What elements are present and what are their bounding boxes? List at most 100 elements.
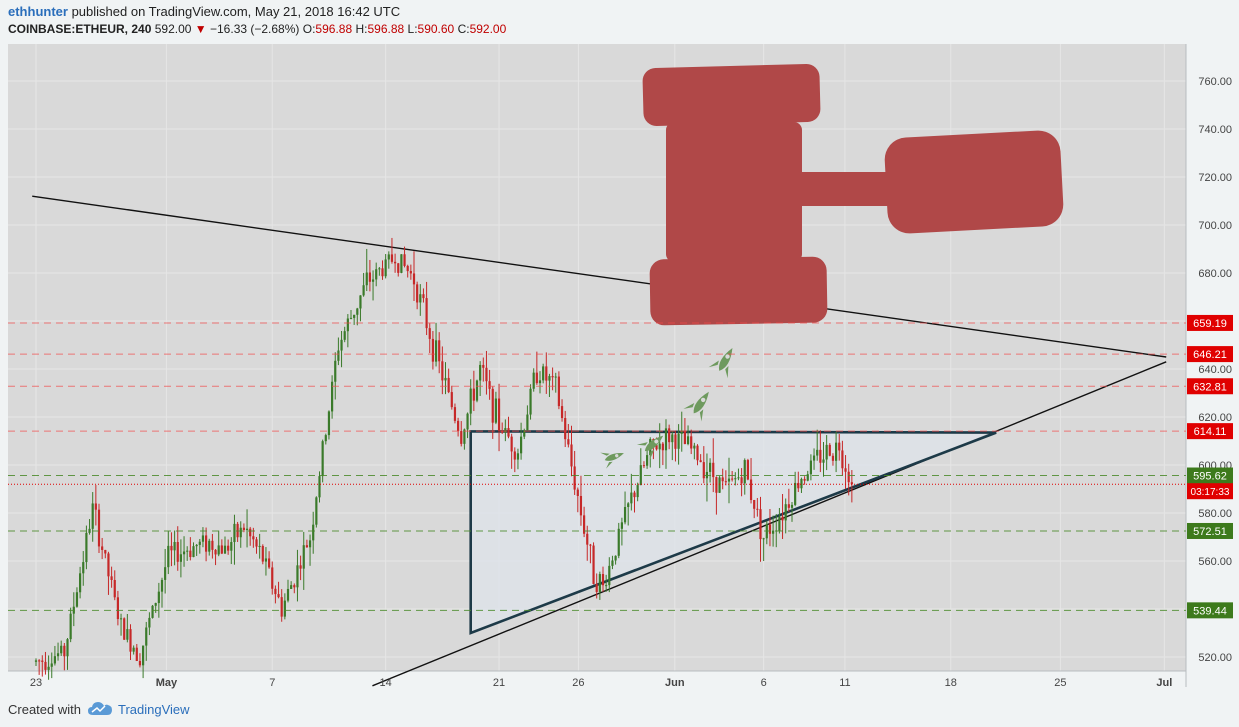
candle-body bbox=[252, 536, 255, 540]
x-tick-label: 18 bbox=[945, 677, 957, 689]
candle-body bbox=[633, 492, 636, 498]
candle-body bbox=[598, 574, 601, 592]
candle-body bbox=[680, 430, 683, 434]
y-tick-label: 620.00 bbox=[1198, 412, 1232, 424]
cloud-icon[interactable] bbox=[87, 700, 113, 718]
candle-body bbox=[737, 477, 740, 479]
candle-body bbox=[693, 445, 696, 449]
change-arrow-icon: ▼ bbox=[194, 22, 207, 36]
tradingview-brand[interactable]: TradingView bbox=[118, 702, 190, 717]
candle-body bbox=[441, 361, 444, 381]
candle-body bbox=[397, 263, 400, 273]
candle-body bbox=[280, 597, 283, 617]
candle-body bbox=[510, 436, 513, 452]
candle-body bbox=[409, 271, 412, 274]
gavel-handle-grip bbox=[884, 130, 1064, 234]
candle-body bbox=[759, 509, 762, 540]
price-axis: 760.00740.00720.00700.00680.00660.00640.… bbox=[1198, 76, 1232, 664]
x-tick-label: Jul bbox=[1156, 677, 1172, 689]
candle-body bbox=[740, 477, 743, 484]
candle-body bbox=[79, 573, 82, 593]
candle-body bbox=[551, 376, 554, 378]
candle-body bbox=[746, 460, 749, 480]
level-label-box bbox=[1187, 467, 1233, 484]
candle-body bbox=[381, 268, 384, 277]
candle-body bbox=[223, 545, 227, 554]
candle-body bbox=[778, 516, 781, 531]
level-label: 572.51 bbox=[1193, 526, 1227, 538]
candle-body bbox=[828, 444, 831, 456]
candle-body bbox=[595, 583, 598, 592]
candle-body bbox=[734, 478, 737, 480]
candle-body bbox=[271, 567, 274, 589]
candle-body bbox=[425, 298, 428, 329]
candle-body bbox=[132, 647, 135, 652]
candle-body bbox=[167, 545, 170, 568]
candle-body bbox=[743, 460, 746, 484]
candle-body bbox=[91, 503, 94, 529]
candle-body bbox=[258, 545, 261, 547]
candle-body bbox=[321, 441, 324, 477]
level-label: 614.11 bbox=[1194, 426, 1227, 438]
candle-body bbox=[831, 455, 835, 461]
candle-body bbox=[605, 585, 608, 587]
candle-body bbox=[337, 350, 340, 361]
price-axis-panel[interactable] bbox=[1186, 44, 1239, 687]
candle-body bbox=[299, 565, 302, 569]
candle-body bbox=[535, 372, 538, 384]
candle-body bbox=[331, 381, 334, 412]
candle-body bbox=[249, 528, 252, 537]
close-value: 592.00 bbox=[469, 22, 507, 36]
price-chart[interactable]: 760.00740.00720.00700.00680.00660.00640.… bbox=[0, 44, 1239, 692]
candle-body bbox=[658, 443, 661, 450]
candle-body bbox=[94, 503, 97, 510]
author-name[interactable]: ethhunter bbox=[8, 4, 68, 19]
candle-body bbox=[453, 407, 457, 421]
rocket-fin bbox=[600, 452, 610, 456]
candle-body bbox=[69, 613, 72, 640]
candle-body bbox=[170, 545, 173, 551]
gavel-handle-neck bbox=[800, 172, 900, 206]
y-tick-label: 560.00 bbox=[1198, 556, 1232, 568]
candle-body bbox=[85, 532, 88, 563]
candle-body bbox=[501, 430, 504, 433]
level-label: 595.62 bbox=[1193, 471, 1227, 483]
candle-body bbox=[431, 338, 434, 362]
candle-body bbox=[119, 618, 123, 620]
candle-body bbox=[699, 460, 702, 463]
x-tick-label: 25 bbox=[1054, 677, 1066, 689]
level-label-box bbox=[1187, 602, 1233, 619]
candle-body bbox=[545, 366, 548, 381]
time-axis-panel[interactable] bbox=[8, 671, 1186, 692]
candle-body bbox=[434, 340, 438, 362]
publish-line: ethhunter published on TradingView.com, … bbox=[8, 4, 400, 19]
candle-body bbox=[41, 660, 44, 662]
candle-body bbox=[668, 428, 671, 443]
candle-body bbox=[806, 474, 809, 481]
candle-body bbox=[636, 485, 639, 498]
candle-body bbox=[450, 392, 453, 408]
candle-body bbox=[819, 449, 822, 463]
candle-body bbox=[349, 317, 353, 319]
candle-body bbox=[583, 515, 586, 534]
level-label-box bbox=[1187, 378, 1233, 395]
low-value: 590.60 bbox=[417, 22, 455, 36]
candle-body bbox=[416, 284, 419, 303]
x-tick-label: Jun bbox=[665, 677, 685, 689]
level-label: 646.21 bbox=[1193, 349, 1227, 361]
candle-body bbox=[123, 618, 126, 640]
candle-body bbox=[523, 430, 526, 437]
candle-body bbox=[611, 560, 614, 566]
candle-body bbox=[570, 444, 573, 467]
candle-body bbox=[844, 468, 847, 472]
candle-body bbox=[157, 591, 160, 604]
grid-lines bbox=[8, 44, 1187, 687]
candle-body bbox=[198, 541, 201, 545]
rocket-body bbox=[644, 435, 664, 452]
y-tick-label: 680.00 bbox=[1198, 268, 1232, 280]
rocket-window bbox=[654, 439, 659, 444]
candle-body bbox=[230, 542, 233, 551]
candle-body bbox=[66, 639, 69, 657]
candle-body bbox=[538, 380, 542, 384]
y-tick-label: 760.00 bbox=[1198, 76, 1232, 88]
